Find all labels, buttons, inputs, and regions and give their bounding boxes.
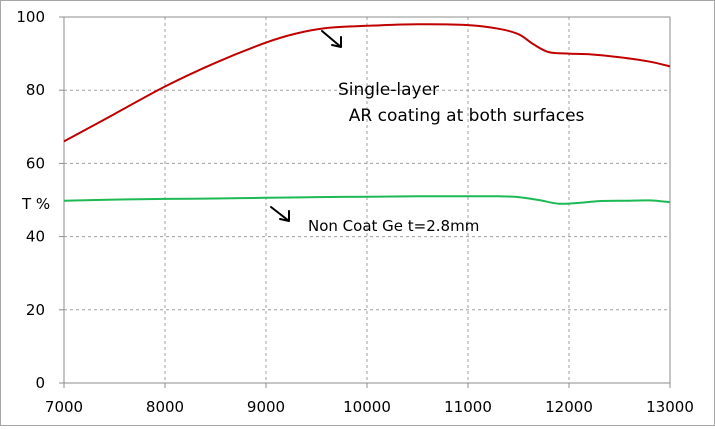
tick-labels: 7000 8000 9000 10000 11000 12000 13000 0 20 40 60 8… — [16, 8, 694, 416]
y-tick-label: 20 — [26, 301, 45, 319]
x-tick-label: 12000 — [545, 398, 593, 416]
x-tick-label: 7000 — [45, 398, 83, 416]
x-tick-label: 9000 — [247, 398, 285, 416]
x-tick-label: 13000 — [646, 398, 694, 416]
series-line-2 — [63, 195, 671, 205]
arrow-ar-coating — [321, 30, 342, 48]
annotation-non-coat: Non Coat Ge t=2.8mm — [270, 206, 479, 235]
x-tick-label: 10000 — [343, 398, 391, 416]
x-tick-label: 8000 — [146, 398, 184, 416]
arrow-non-coat — [270, 206, 290, 222]
annotation-ar-line-1: Single-layer — [338, 80, 439, 100]
annotation-non-coat-text: Non Coat Ge t=2.8mm — [308, 217, 479, 235]
y-tick-label: 0 — [35, 374, 45, 392]
grid — [64, 17, 670, 383]
y-tick-label: 60 — [26, 154, 45, 172]
y-axis-label: T % — [21, 195, 50, 213]
series — [63, 23, 671, 205]
x-tick-label: 11000 — [444, 398, 492, 416]
series-line-1 — [63, 23, 671, 143]
y-tick-label: 80 — [26, 81, 45, 99]
y-tick-label: 100 — [16, 8, 45, 26]
y-tick-label: 40 — [26, 228, 45, 246]
annotation-ar-line-2: AR coating at both surfaces — [338, 106, 585, 126]
annotation-ar-coating: Single-layer AR coating at both surfaces — [321, 30, 585, 126]
